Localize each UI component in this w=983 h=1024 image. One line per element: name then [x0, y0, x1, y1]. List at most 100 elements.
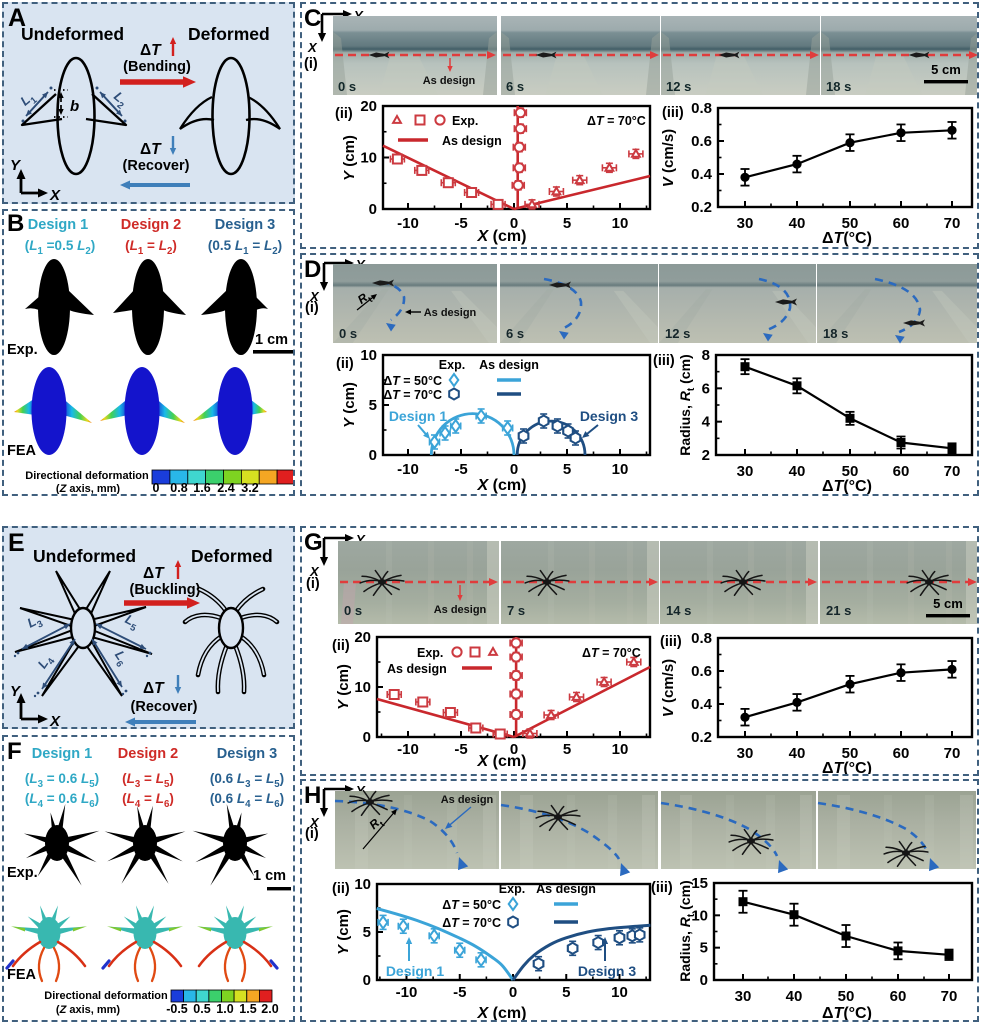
svg-text:L4: L4 — [34, 651, 57, 673]
svg-text:0: 0 — [510, 741, 518, 758]
svg-text:ΔT(°C): ΔT(°C) — [822, 230, 872, 247]
svg-text:(Recover): (Recover) — [123, 158, 190, 174]
svg-text:0: 0 — [363, 972, 371, 989]
svg-text:50: 50 — [842, 745, 859, 762]
svg-text:-5: -5 — [454, 215, 467, 232]
svg-text:(L1 = L2): (L1 = L2) — [125, 238, 177, 257]
svg-text:10: 10 — [691, 907, 708, 924]
svg-text:X: X — [307, 40, 318, 55]
svg-text:0: 0 — [369, 447, 377, 464]
svg-text:FEA: FEA — [7, 443, 37, 459]
svg-text:(Bending): (Bending) — [123, 59, 191, 75]
svg-text:X: X — [309, 289, 320, 304]
svg-text:0: 0 — [363, 729, 371, 746]
svg-text:50: 50 — [838, 988, 855, 1005]
svg-text:4: 4 — [702, 414, 711, 431]
svg-text:0 s: 0 s — [339, 326, 357, 341]
svg-text:ΔT = 70°C: ΔT = 70°C — [582, 646, 641, 660]
svg-text:(i): (i) — [306, 576, 320, 592]
svg-text:ΔT(°C): ΔT(°C) — [822, 478, 872, 494]
svg-text:Undeformed: Undeformed — [21, 24, 124, 44]
svg-text:40: 40 — [789, 215, 806, 232]
svg-text:30: 30 — [737, 215, 754, 232]
svg-text:(iii): (iii) — [651, 880, 673, 896]
svg-text:As design: As design — [536, 882, 596, 896]
svg-text:X (cm): X (cm) — [477, 477, 527, 494]
svg-text:20: 20 — [360, 98, 377, 115]
svg-text:0.6: 0.6 — [691, 133, 712, 150]
svg-text:Design 1: Design 1 — [389, 408, 448, 424]
svg-text:5: 5 — [363, 924, 371, 941]
svg-text:5 cm: 5 cm — [933, 596, 963, 611]
svg-text:10: 10 — [354, 876, 371, 893]
svg-text:10: 10 — [611, 984, 628, 1001]
svg-text:0: 0 — [510, 461, 518, 478]
svg-text:18 s: 18 s — [826, 79, 851, 94]
svg-text:14 s: 14 s — [666, 603, 691, 618]
svg-text:Radius, Rt (cm): Radius, Rt (cm) — [677, 354, 697, 455]
svg-text:(iii): (iii) — [653, 353, 675, 369]
svg-text:0 s: 0 s — [344, 603, 362, 618]
svg-text:X: X — [49, 187, 61, 202]
svg-text:70: 70 — [941, 988, 958, 1005]
svg-text:8: 8 — [702, 347, 710, 364]
svg-text:5: 5 — [563, 461, 571, 478]
svg-text:0: 0 — [369, 201, 377, 218]
svg-text:6 s: 6 s — [506, 326, 524, 341]
svg-text:-10: -10 — [397, 741, 419, 758]
svg-text:12 s: 12 s — [665, 326, 690, 341]
svg-text:(Buckling): (Buckling) — [130, 582, 201, 598]
svg-text:As design: As design — [434, 604, 487, 616]
svg-text:5: 5 — [563, 215, 571, 232]
svg-text:Exp.: Exp. — [7, 342, 38, 358]
svg-text:(L3 = 0.6 L5): (L3 = 0.6 L5) — [25, 771, 99, 790]
svg-text:Design 3: Design 3 — [578, 963, 637, 979]
svg-text:As design: As design — [424, 307, 477, 319]
svg-text:D: D — [304, 256, 321, 283]
svg-text:0.8: 0.8 — [170, 481, 187, 494]
svg-text:A: A — [8, 4, 26, 32]
svg-text:X (cm): X (cm) — [477, 228, 527, 245]
svg-text:30: 30 — [737, 463, 754, 480]
svg-text:Y (cm): Y (cm) — [341, 135, 358, 181]
svg-text:ΔT = 70°C: ΔT = 70°C — [383, 388, 442, 402]
svg-text:ΔT = 50°C: ΔT = 50°C — [383, 374, 442, 388]
svg-text:18 s: 18 s — [823, 326, 848, 341]
svg-text:(Z axis, mm): (Z axis, mm) — [56, 1004, 121, 1016]
svg-text:1 cm: 1 cm — [255, 332, 288, 348]
svg-text:40: 40 — [789, 745, 806, 762]
svg-text:0 s: 0 s — [338, 79, 356, 94]
svg-text:0.8: 0.8 — [691, 630, 712, 647]
svg-text:0.6: 0.6 — [691, 663, 712, 680]
svg-text:V (cm/s): V (cm/s) — [660, 129, 677, 187]
svg-text:10: 10 — [612, 461, 629, 478]
svg-text:0: 0 — [153, 481, 160, 494]
svg-text:50: 50 — [842, 463, 859, 480]
svg-text:Y (cm): Y (cm) — [335, 664, 352, 710]
svg-text:12 s: 12 s — [666, 79, 691, 94]
svg-text:Y: Y — [10, 157, 22, 174]
svg-text:B: B — [7, 211, 24, 237]
svg-text:As design: As design — [479, 358, 539, 372]
svg-text:Exp.: Exp. — [499, 882, 525, 896]
svg-text:E: E — [8, 529, 25, 557]
svg-text:Exp.: Exp. — [439, 358, 465, 372]
svg-text:70: 70 — [944, 463, 961, 480]
svg-text:Undeformed: Undeformed — [33, 546, 136, 566]
svg-text:60: 60 — [890, 988, 907, 1005]
svg-text:ΔT: ΔT — [143, 680, 165, 697]
svg-text:Y (cm): Y (cm) — [341, 382, 358, 428]
svg-text:As design: As design — [442, 134, 502, 148]
svg-text:As design: As design — [387, 662, 447, 676]
svg-text:FEA: FEA — [7, 967, 37, 983]
svg-text:-10: -10 — [397, 215, 419, 232]
svg-text:10: 10 — [612, 215, 629, 232]
svg-text:3.2: 3.2 — [241, 481, 258, 494]
svg-text:60: 60 — [893, 463, 910, 480]
svg-text:X: X — [309, 564, 320, 579]
svg-text:F: F — [7, 738, 22, 765]
svg-text:X: X — [49, 713, 61, 727]
svg-text:ΔT = 70°C: ΔT = 70°C — [587, 114, 646, 128]
svg-text:0.2: 0.2 — [691, 729, 712, 746]
svg-text:ΔT(°C): ΔT(°C) — [822, 1005, 872, 1020]
